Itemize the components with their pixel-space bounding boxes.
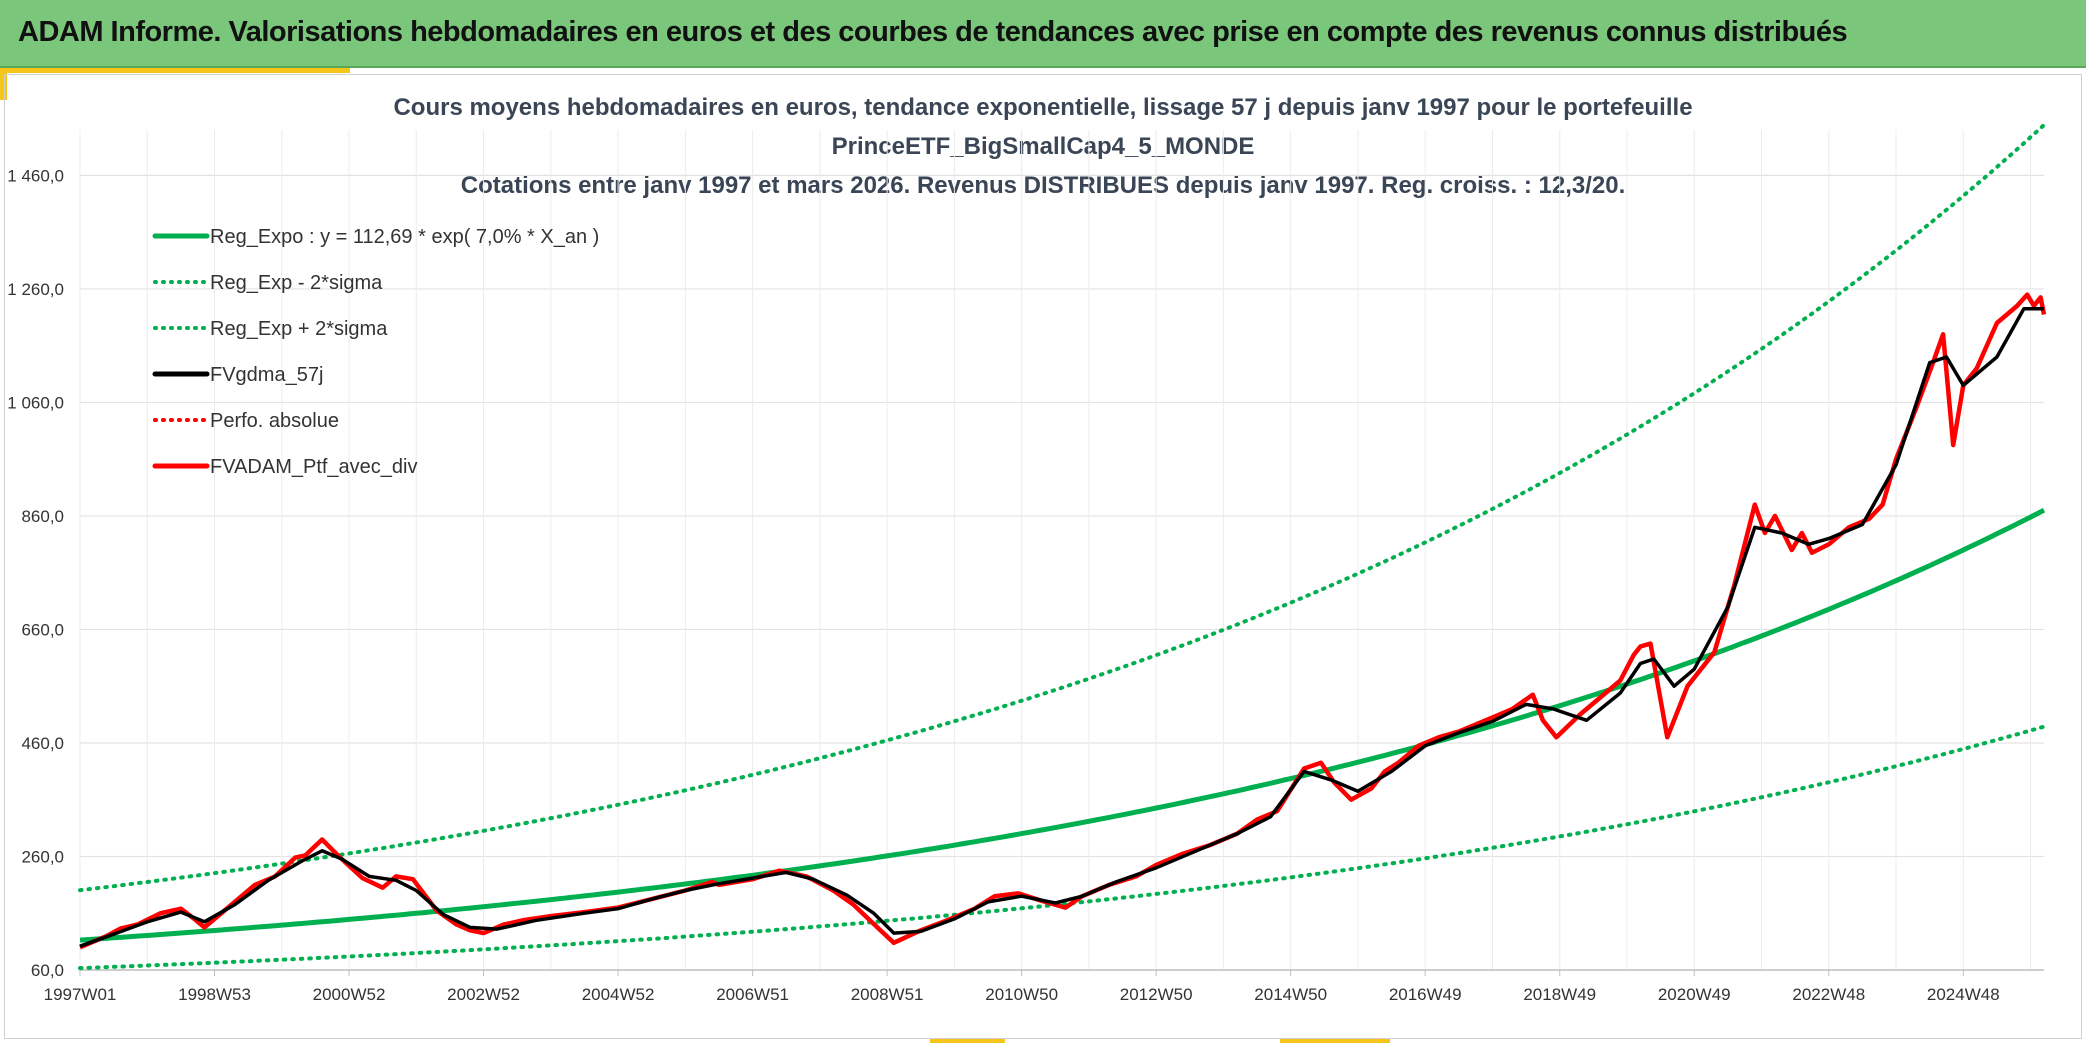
x-tick-label: 2020W49 — [1658, 985, 1731, 1004]
y-tick-label: 460,0 — [21, 734, 64, 753]
legend-label: FVgdma_57j — [210, 364, 323, 386]
x-tick-label: 1998W53 — [178, 985, 251, 1004]
series — [78, 123, 2047, 971]
legend-label: Reg_Expo : y = 112,69 * exp( 7,0% * X_an… — [210, 226, 599, 248]
x-tick-label: 2008W51 — [851, 985, 924, 1004]
accent-left — [0, 68, 7, 100]
y-tick-label: 60,0 — [31, 961, 64, 980]
x-tick-label: 2006W51 — [716, 985, 789, 1004]
reg-exp-minus-2sigma-line — [78, 724, 2046, 971]
smoothed-line — [79, 307, 2044, 948]
y-tick-label: 1 060,0 — [7, 393, 64, 412]
y-tick-label: 860,0 — [21, 507, 64, 526]
y-tick-label: 260,0 — [21, 847, 64, 866]
x-tick-label: 2014W50 — [1254, 985, 1327, 1004]
x-tick-label: 2012W50 — [1120, 985, 1193, 1004]
chart-frame — [4, 74, 2082, 1039]
chart-subtitle-2: Cotations entre janv 1997 et mars 2026. … — [460, 172, 1626, 199]
x-tick-label: 2018W49 — [1523, 985, 1596, 1004]
legend-label: Reg_Exp + 2*sigma — [210, 318, 388, 340]
x-tick-label: 2024W48 — [1927, 985, 2000, 1004]
chart-subtitle: PrinceETF_BigSmallCap4_5_MONDE — [831, 133, 1255, 160]
y-tick-label: 1 260,0 — [7, 280, 64, 299]
x-tick-label: 2010W50 — [985, 985, 1058, 1004]
legend-label: Reg_Exp - 2*sigma — [210, 272, 383, 294]
accent-bar — [0, 68, 350, 73]
header-bar: ADAM Informe. Valorisations hebdomadaire… — [0, 0, 2086, 68]
x-tick-label: 2004W52 — [582, 985, 655, 1004]
legend-label: Perfo. absolue — [210, 410, 339, 432]
legend: Reg_Expo : y = 112,69 * exp( 7,0% * X_an… — [152, 226, 599, 478]
page-title: ADAM Informe. Valorisations hebdomadaire… — [18, 16, 1848, 48]
axes: 60,0 260,0 460,0 660,0 860,0 1 060,0 1 260,0 1 … — [7, 166, 2044, 1004]
legend-label: FVADAM_Ptf_avec_div — [210, 456, 418, 478]
y-tick-label: 1 460,0 — [7, 166, 64, 185]
x-tick-label: 2002W52 — [447, 985, 520, 1004]
bottom-accent-1 — [930, 1039, 1005, 1043]
bottom-accent-2 — [1280, 1039, 1390, 1043]
chart-title: Cours moyens hebdomadaires en euros, ten… — [393, 94, 1693, 121]
reg-exp-plus-2sigma-line — [78, 123, 2046, 893]
grid — [79, 130, 2044, 971]
x-tick-label: 2000W52 — [313, 985, 386, 1004]
x-tick-label: 2022W48 — [1792, 985, 1865, 1004]
x-tick-label: 2016W49 — [1389, 985, 1462, 1004]
y-tick-label: 660,0 — [21, 620, 64, 639]
x-tick-label: 1997W01 — [44, 985, 117, 1004]
reg-expo-line — [79, 507, 2046, 943]
